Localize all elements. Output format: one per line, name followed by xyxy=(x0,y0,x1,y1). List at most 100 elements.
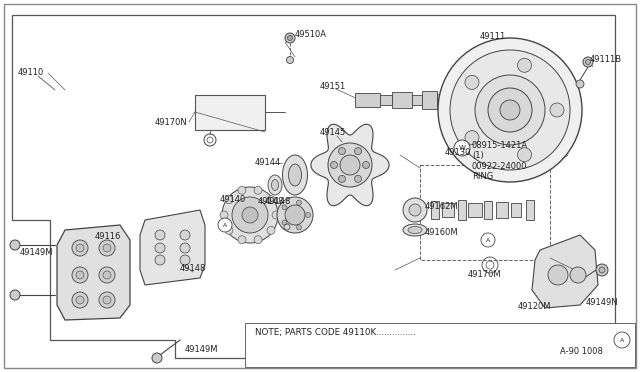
Bar xyxy=(245,323,635,367)
Circle shape xyxy=(238,236,246,244)
Circle shape xyxy=(222,187,278,243)
Circle shape xyxy=(465,76,479,89)
Circle shape xyxy=(548,265,568,285)
Text: A: A xyxy=(620,337,624,343)
Bar xyxy=(468,203,482,217)
Bar xyxy=(496,202,508,218)
Ellipse shape xyxy=(403,224,427,236)
Text: 49148: 49148 xyxy=(258,197,284,206)
Bar xyxy=(412,95,422,105)
Circle shape xyxy=(103,244,111,252)
Circle shape xyxy=(225,226,233,234)
Circle shape xyxy=(282,220,287,225)
Circle shape xyxy=(614,332,630,348)
Circle shape xyxy=(586,60,591,64)
Circle shape xyxy=(355,148,362,155)
Circle shape xyxy=(10,290,20,300)
Circle shape xyxy=(10,240,20,250)
Circle shape xyxy=(550,103,564,117)
Polygon shape xyxy=(140,210,205,285)
Text: W: W xyxy=(459,145,465,151)
Circle shape xyxy=(285,33,295,43)
Circle shape xyxy=(282,205,287,210)
Text: 49111: 49111 xyxy=(480,32,506,41)
Circle shape xyxy=(254,186,262,194)
Text: 49145: 49145 xyxy=(320,128,346,137)
Text: 49148: 49148 xyxy=(180,264,206,273)
Text: 49510A: 49510A xyxy=(295,30,327,39)
Bar xyxy=(355,93,380,107)
Ellipse shape xyxy=(271,180,278,190)
Circle shape xyxy=(285,205,305,225)
Bar xyxy=(380,95,392,105)
Circle shape xyxy=(103,296,111,304)
Text: 49149N: 49149N xyxy=(586,298,619,307)
Text: 49170N: 49170N xyxy=(155,118,188,127)
Circle shape xyxy=(232,197,268,233)
Circle shape xyxy=(362,161,369,169)
Text: 49120M: 49120M xyxy=(518,302,552,311)
Circle shape xyxy=(287,35,292,41)
Circle shape xyxy=(475,75,545,145)
Circle shape xyxy=(438,38,582,182)
Text: RING: RING xyxy=(472,172,493,181)
Circle shape xyxy=(328,143,372,187)
Text: 49144: 49144 xyxy=(255,158,281,167)
Circle shape xyxy=(76,244,84,252)
Text: A-90 1008: A-90 1008 xyxy=(560,347,603,356)
Text: 49151: 49151 xyxy=(320,82,346,91)
Circle shape xyxy=(220,211,228,219)
Circle shape xyxy=(272,211,280,219)
Text: 00922-24000: 00922-24000 xyxy=(472,162,527,171)
Text: A: A xyxy=(223,222,227,228)
Bar xyxy=(392,92,412,108)
Text: 08915-1421A: 08915-1421A xyxy=(472,141,528,150)
Text: 49162M: 49162M xyxy=(425,202,459,211)
Circle shape xyxy=(340,155,360,175)
Circle shape xyxy=(454,140,470,156)
Circle shape xyxy=(152,353,162,363)
Circle shape xyxy=(155,243,165,253)
Circle shape xyxy=(481,233,495,247)
Text: (1): (1) xyxy=(472,151,484,160)
Circle shape xyxy=(465,131,479,145)
Bar xyxy=(420,165,550,260)
Text: 49149M: 49149M xyxy=(185,345,218,354)
Circle shape xyxy=(339,148,346,155)
Text: A: A xyxy=(486,237,490,243)
Bar xyxy=(442,203,454,217)
Circle shape xyxy=(409,204,421,216)
Circle shape xyxy=(72,292,88,308)
Text: 49170M: 49170M xyxy=(468,270,502,279)
Bar xyxy=(458,200,466,220)
Circle shape xyxy=(355,175,362,182)
Text: NOTE; PARTS CODE 49110K...............: NOTE; PARTS CODE 49110K............... xyxy=(255,328,415,337)
Bar xyxy=(526,200,534,220)
Circle shape xyxy=(238,186,246,194)
Circle shape xyxy=(72,240,88,256)
Bar xyxy=(484,201,492,219)
Circle shape xyxy=(254,236,262,244)
Circle shape xyxy=(180,230,190,240)
Circle shape xyxy=(599,267,605,273)
Circle shape xyxy=(99,292,115,308)
Circle shape xyxy=(76,271,84,279)
Circle shape xyxy=(76,296,84,304)
Circle shape xyxy=(155,255,165,265)
Circle shape xyxy=(180,255,190,265)
Ellipse shape xyxy=(268,175,282,195)
Circle shape xyxy=(267,226,275,234)
Bar xyxy=(195,95,265,130)
Circle shape xyxy=(218,218,232,232)
Circle shape xyxy=(583,57,593,67)
Text: 49140: 49140 xyxy=(220,195,246,204)
Circle shape xyxy=(103,271,111,279)
Text: 49116: 49116 xyxy=(95,232,122,241)
Ellipse shape xyxy=(289,164,301,186)
Circle shape xyxy=(305,212,310,218)
Text: 49160M: 49160M xyxy=(425,228,459,237)
Circle shape xyxy=(72,267,88,283)
Circle shape xyxy=(225,196,233,204)
Ellipse shape xyxy=(282,155,307,195)
Circle shape xyxy=(330,161,337,169)
